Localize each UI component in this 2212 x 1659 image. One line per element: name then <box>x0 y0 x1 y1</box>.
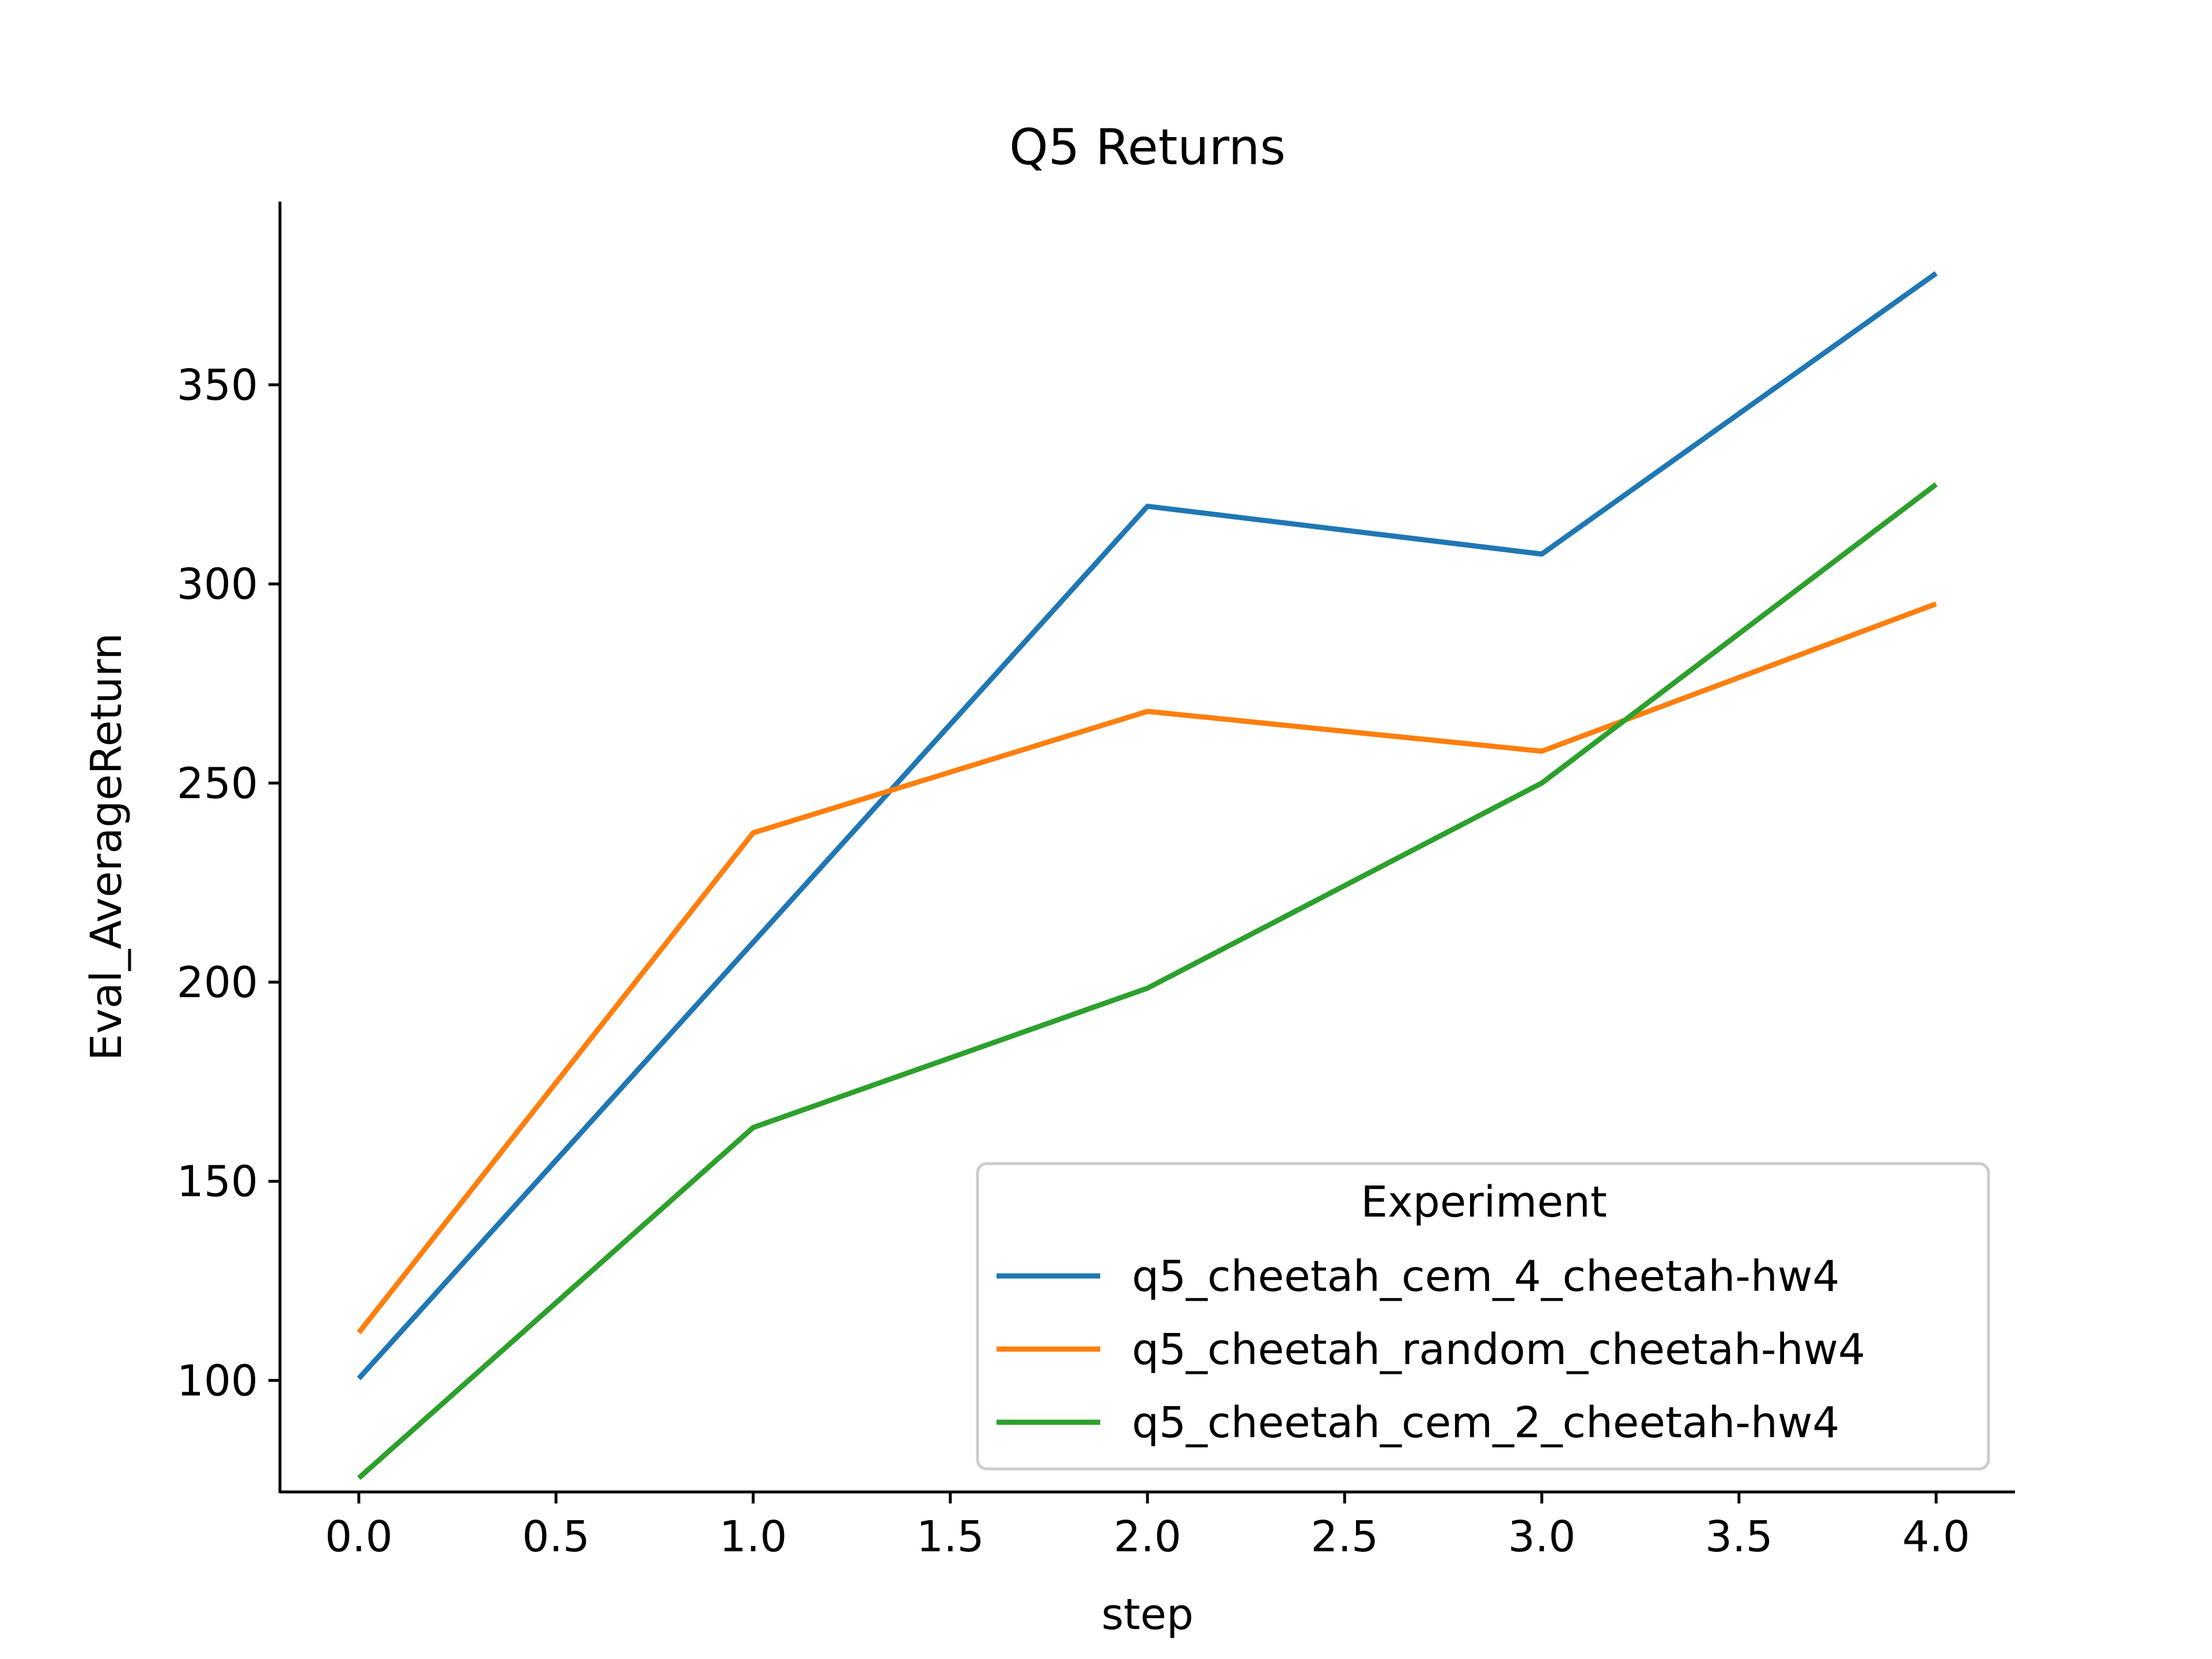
series-line-3 <box>357 482 1938 1480</box>
x-tick-label: 3.5 <box>1705 1512 1773 1562</box>
y-tick-label: 150 <box>177 1157 258 1207</box>
legend-label: q5_cheetah_random_cheetah-hw4 <box>1132 1325 1865 1374</box>
y-axis-label: Eval_AverageReturn <box>82 633 131 1061</box>
legend-title: Experiment <box>1361 1177 1607 1227</box>
x-tick-label: 2.0 <box>1113 1512 1181 1562</box>
x-tick-label: 4.0 <box>1902 1512 1970 1562</box>
x-tick-label: 0.5 <box>522 1512 590 1562</box>
series-lines <box>357 271 1938 1480</box>
x-axis-ticks: 0.0 0.5 1.0 1.5 2.0 2.5 3.0 3.5 4.0 <box>325 1492 1970 1562</box>
chart-title: Q5 Returns <box>1009 119 1286 176</box>
x-tick-label: 0.0 <box>325 1512 393 1562</box>
series-line-2 <box>357 601 1937 1335</box>
legend-items: q5_cheetah_cem_4_cheetah-hw4 q5_cheetah_r… <box>997 1252 1865 1448</box>
y-tick-label: 100 <box>177 1356 258 1406</box>
legend-frame <box>976 1162 1990 1471</box>
x-tick-label: 1.5 <box>916 1512 984 1562</box>
y-tick-label: 200 <box>177 958 258 1007</box>
x-axis-label: step <box>1101 1590 1194 1639</box>
x-tick-label: 1.0 <box>719 1512 787 1562</box>
x-tick-label: 3.0 <box>1508 1512 1576 1562</box>
series-line-1 <box>357 271 1938 1380</box>
x-tick-label: 2.5 <box>1310 1512 1378 1562</box>
y-tick-label: 300 <box>177 560 258 609</box>
y-tick-label: 250 <box>177 759 258 808</box>
legend-label: q5_cheetah_cem_4_cheetah-hw4 <box>1132 1252 1839 1301</box>
y-tick-label: 350 <box>177 361 258 410</box>
legend-label: q5_cheetah_cem_2_cheetah-hw4 <box>1132 1398 1839 1448</box>
y-axis-ticks: 100 150 200 250 300 350 <box>177 361 280 1406</box>
legend: Experiment q5_cheetah_cem_4_cheetah-hw4q… <box>976 1162 1990 1471</box>
